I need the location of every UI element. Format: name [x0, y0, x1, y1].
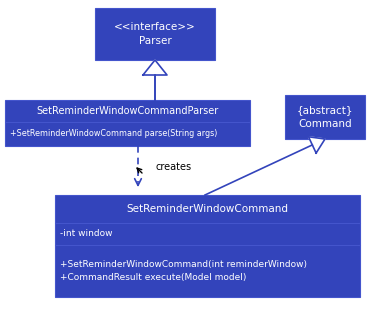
- Bar: [285, 95, 365, 139]
- Polygon shape: [309, 137, 325, 153]
- Text: +SetReminderWindowCommand parse(String args): +SetReminderWindowCommand parse(String a…: [10, 129, 217, 139]
- Text: SetReminderWindowCommand: SetReminderWindowCommand: [127, 204, 289, 214]
- Bar: [55, 195, 360, 223]
- Bar: [55, 245, 360, 297]
- Text: <<interface>>
Parser: <<interface>> Parser: [114, 22, 196, 46]
- Bar: [5, 100, 250, 122]
- Bar: [5, 122, 250, 146]
- Text: +SetReminderWindowCommand(int reminderWindow)
+CommandResult execute(Model model: +SetReminderWindowCommand(int reminderWi…: [60, 260, 307, 282]
- Text: -int window: -int window: [60, 230, 112, 238]
- Text: {abstract}
Command: {abstract} Command: [297, 105, 353, 129]
- Text: creates: creates: [155, 162, 191, 172]
- Bar: [55, 223, 360, 245]
- Polygon shape: [143, 60, 167, 75]
- Bar: [95, 8, 215, 60]
- Text: SetReminderWindowCommandParser: SetReminderWindowCommandParser: [36, 106, 219, 116]
